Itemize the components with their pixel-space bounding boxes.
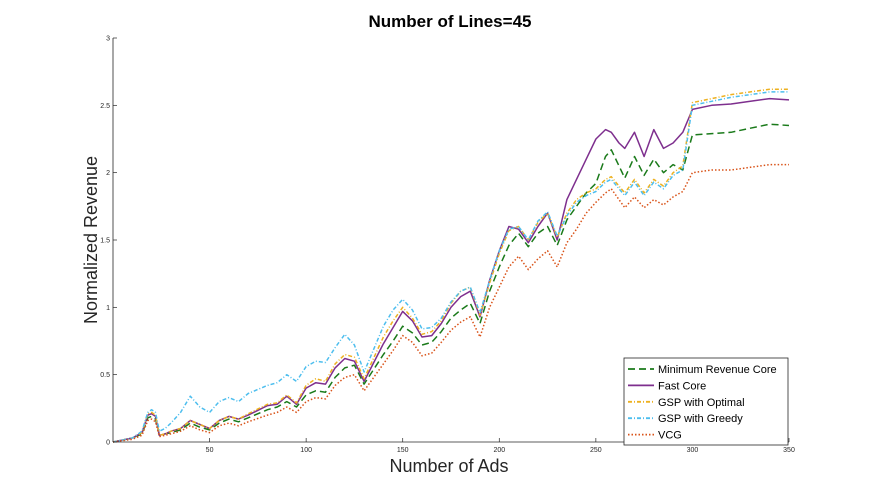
series-line-minimum-revenue-core: [112, 123, 790, 443]
legend-box: [623, 357, 789, 446]
plot-area: 50 100 150 200 250 300 350 0 0.5 1 1.5 2 2.5 3: [100, 36, 795, 455]
y-tick-label: 0.5: [100, 372, 110, 379]
x-axis-label: Number of Ads: [389, 456, 508, 476]
series-line-gsp-with-optimal: [112, 88, 789, 443]
x-tick-label: 300: [687, 447, 699, 454]
x-tick-label: 150: [397, 447, 409, 454]
x-tick-label: 250: [590, 447, 602, 454]
y-tick-label: 0: [106, 440, 110, 447]
series-layer: [112, 88, 790, 443]
legend: Minimum Revenue Core Fast Core GSP with Op…: [623, 357, 789, 446]
legend-label: VCG: [658, 430, 682, 442]
x-tick-label: 200: [493, 447, 505, 454]
chart-title: Number of Lines=45: [369, 12, 532, 31]
x-tick-label: 350: [783, 447, 795, 454]
series-line-gsp-with-greedy: [112, 91, 789, 443]
y-tick-label: 1: [106, 305, 110, 312]
y-tick-label: 2.5: [100, 103, 110, 110]
y-axis-label: Normalized Revenue: [81, 156, 101, 324]
y-tick-label: 1.5: [100, 238, 110, 245]
legend-label: GSP with Greedy: [658, 413, 743, 425]
legend-label: Minimum Revenue Core: [658, 364, 777, 376]
series-line-fast-core: [112, 97, 790, 443]
series-line-vcg: [112, 163, 789, 443]
x-tick-label: 50: [206, 447, 214, 454]
y-tick-label: 2: [106, 170, 110, 177]
x-tick-label: 100: [300, 447, 312, 454]
legend-label: Fast Core: [658, 380, 706, 392]
legend-label: GSP with Optimal: [658, 397, 745, 409]
axes-layer: 50 100 150 200 250 300 350 0 0.5 1 1.5 2 2.5 3: [100, 36, 795, 455]
y-tick-label: 3: [106, 36, 110, 43]
